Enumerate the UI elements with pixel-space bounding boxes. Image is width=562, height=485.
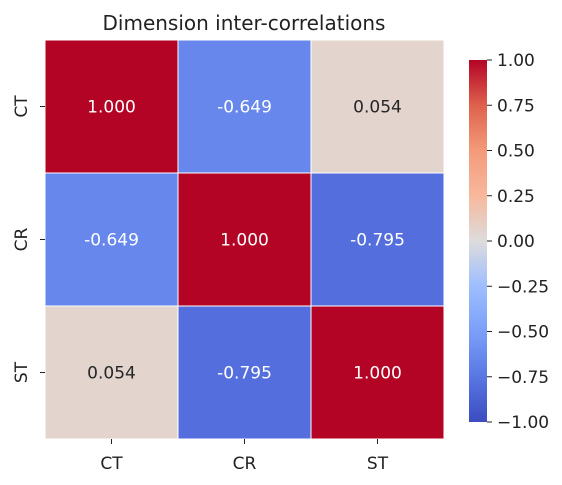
- colorbar-ticks: 1.00 0.75 0.50 0.25 0.00 −0.25 −0.50 −0.75 −1.00: [487, 51, 549, 433]
- colorbar-tick-label: 0.75: [497, 96, 535, 116]
- heatmap-cell-CR-CT: [44, 172, 179, 307]
- colorbar-tick-label: −1.00: [497, 413, 549, 433]
- heatmap-cell-CT-CT: [44, 39, 179, 174]
- cell-value-label: 0.054: [87, 364, 136, 384]
- cell-value-label: -0.795: [350, 231, 405, 251]
- y-tick-label: CR: [12, 227, 32, 251]
- cell-value-label: 0.054: [353, 98, 402, 118]
- heatmap-cell-CT-ST: [310, 39, 445, 174]
- colorbar-tick-label: −0.50: [497, 323, 549, 343]
- colorbar-gradient: [469, 60, 487, 422]
- colorbar-tick-label: 0.25: [497, 187, 535, 207]
- heatmap-cells: 1.000 -0.649 0.054 -0.649 1.000 -0.795 0.054 -0…: [44, 39, 445, 440]
- x-tick-label: CT: [100, 454, 123, 474]
- y-tick-label: CT: [12, 95, 32, 118]
- y-tick-label: ST: [12, 361, 32, 383]
- chart-title: Dimension inter-correlations: [103, 11, 386, 35]
- x-tick-label: CR: [233, 454, 257, 474]
- cell-value-label: -0.649: [217, 98, 272, 118]
- cell-value-label: -0.649: [84, 231, 139, 251]
- y-axis-ticks: CT CR ST: [12, 95, 45, 383]
- heatmap-cell-CR-ST: [310, 172, 445, 307]
- colorbar-tick-label: 1.00: [497, 51, 535, 71]
- colorbar-tick-label: −0.25: [497, 277, 549, 297]
- heatmap-cell-CR-CR: [177, 172, 312, 307]
- cell-value-label: 1.000: [220, 231, 269, 251]
- colorbar-tick-label: 0.00: [497, 232, 535, 252]
- colorbar: 1.00 0.75 0.50 0.25 0.00 −0.25 −0.50 −0.75 −1.00: [469, 51, 549, 433]
- cell-value-label: 1.000: [87, 98, 136, 118]
- colorbar-tick-label: 0.50: [497, 142, 535, 162]
- cell-value-label: -0.795: [217, 364, 272, 384]
- colorbar-tick-label: −0.75: [497, 368, 549, 388]
- x-axis-ticks: CT CR ST: [100, 439, 389, 474]
- x-tick-label: ST: [367, 454, 389, 474]
- heatmap-cell-ST-CR: [177, 305, 312, 440]
- heatmap-cell-CT-CR: [177, 39, 312, 174]
- cell-value-label: 1.000: [353, 364, 402, 384]
